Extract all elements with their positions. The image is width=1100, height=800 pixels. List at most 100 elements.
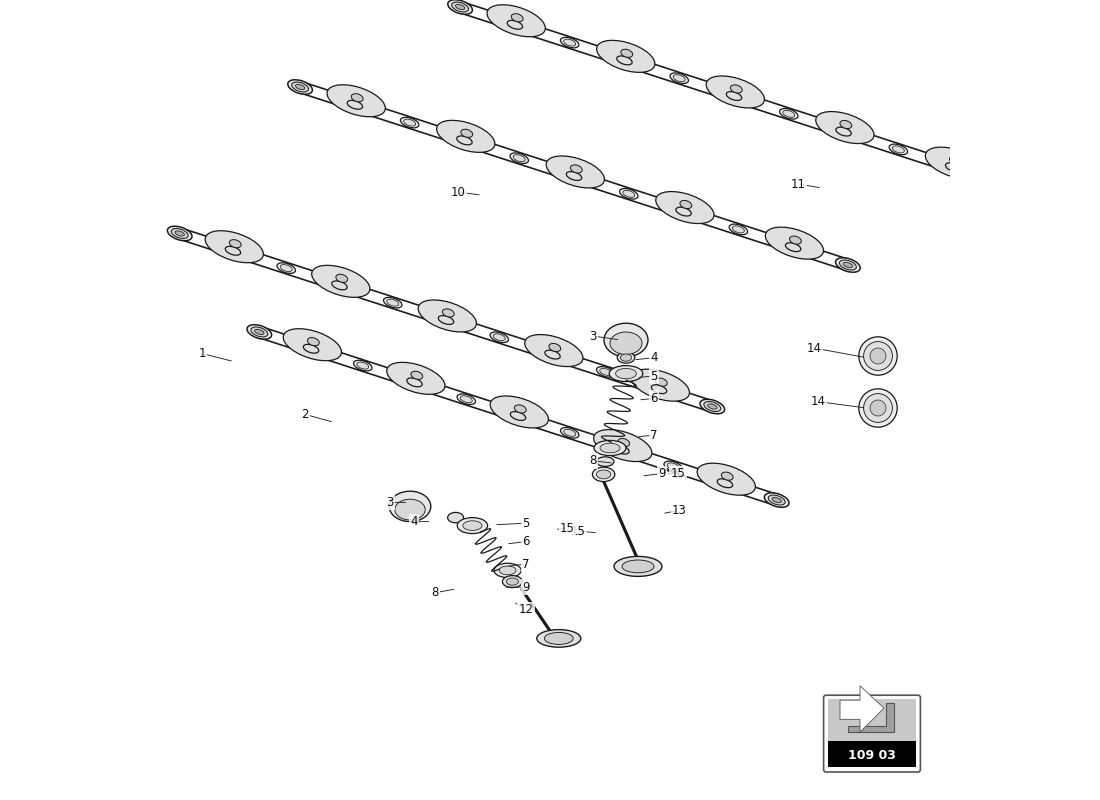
FancyBboxPatch shape: [824, 695, 921, 772]
Ellipse shape: [563, 430, 575, 436]
Text: 14: 14: [806, 342, 822, 354]
Ellipse shape: [945, 162, 960, 172]
Polygon shape: [706, 76, 764, 108]
Ellipse shape: [226, 246, 241, 255]
Ellipse shape: [510, 411, 526, 421]
Ellipse shape: [172, 229, 188, 238]
Text: 7: 7: [650, 429, 658, 442]
Ellipse shape: [503, 576, 522, 587]
Ellipse shape: [614, 446, 629, 454]
Ellipse shape: [549, 343, 561, 351]
Ellipse shape: [348, 100, 363, 110]
Ellipse shape: [892, 146, 904, 153]
Ellipse shape: [507, 20, 522, 30]
Ellipse shape: [167, 226, 192, 241]
Text: 2: 2: [301, 408, 309, 421]
Ellipse shape: [493, 334, 505, 341]
Ellipse shape: [442, 309, 454, 317]
Ellipse shape: [571, 165, 582, 173]
Text: 1: 1: [198, 347, 206, 360]
Ellipse shape: [616, 368, 637, 378]
Ellipse shape: [389, 491, 431, 522]
Bar: [828, 742, 915, 767]
Ellipse shape: [461, 130, 473, 138]
Ellipse shape: [384, 298, 402, 308]
Ellipse shape: [404, 119, 416, 126]
Ellipse shape: [332, 281, 348, 290]
Ellipse shape: [351, 94, 363, 102]
Ellipse shape: [506, 578, 518, 586]
Ellipse shape: [889, 144, 908, 154]
Ellipse shape: [400, 118, 419, 128]
Ellipse shape: [664, 461, 682, 472]
Ellipse shape: [768, 495, 785, 505]
Ellipse shape: [864, 394, 892, 422]
Ellipse shape: [704, 402, 720, 411]
Text: 15: 15: [671, 467, 685, 480]
Ellipse shape: [726, 91, 741, 101]
Ellipse shape: [460, 396, 472, 402]
Ellipse shape: [593, 467, 615, 482]
Ellipse shape: [620, 354, 631, 362]
Text: 13: 13: [672, 504, 688, 517]
Ellipse shape: [537, 630, 581, 647]
Text: 109 03: 109 03: [848, 750, 895, 762]
Ellipse shape: [255, 330, 264, 334]
Ellipse shape: [448, 513, 463, 523]
Text: 8: 8: [431, 586, 439, 599]
Ellipse shape: [514, 154, 525, 162]
Ellipse shape: [668, 463, 679, 470]
Ellipse shape: [499, 566, 516, 574]
Ellipse shape: [292, 82, 309, 92]
Ellipse shape: [356, 362, 369, 369]
Text: 4: 4: [650, 351, 658, 364]
Ellipse shape: [248, 325, 272, 339]
Polygon shape: [525, 334, 583, 366]
Ellipse shape: [438, 315, 453, 325]
Text: 9: 9: [658, 467, 666, 480]
Ellipse shape: [675, 207, 691, 216]
Ellipse shape: [251, 327, 267, 337]
Polygon shape: [631, 369, 690, 401]
Ellipse shape: [618, 438, 629, 446]
Ellipse shape: [717, 479, 733, 488]
Polygon shape: [697, 463, 756, 495]
Text: 11: 11: [791, 178, 805, 190]
Ellipse shape: [840, 121, 851, 129]
Ellipse shape: [544, 632, 573, 645]
Ellipse shape: [656, 378, 668, 386]
Polygon shape: [283, 329, 341, 361]
Ellipse shape: [280, 265, 293, 271]
Ellipse shape: [387, 299, 399, 306]
Ellipse shape: [494, 563, 521, 578]
Ellipse shape: [594, 440, 626, 456]
Ellipse shape: [560, 38, 579, 48]
Ellipse shape: [609, 366, 642, 382]
Text: 8: 8: [590, 454, 597, 467]
Text: 15: 15: [560, 522, 575, 534]
Polygon shape: [596, 40, 654, 72]
Text: 14: 14: [811, 395, 825, 408]
Text: 3: 3: [590, 330, 597, 342]
Ellipse shape: [277, 262, 296, 274]
Ellipse shape: [614, 557, 662, 576]
Ellipse shape: [836, 127, 851, 136]
Ellipse shape: [510, 153, 528, 163]
Polygon shape: [594, 430, 652, 462]
Ellipse shape: [764, 493, 789, 507]
Ellipse shape: [670, 73, 689, 83]
Ellipse shape: [304, 344, 319, 353]
Ellipse shape: [395, 499, 426, 520]
Text: 3: 3: [386, 496, 394, 509]
Ellipse shape: [870, 348, 886, 364]
Ellipse shape: [456, 136, 472, 145]
Ellipse shape: [411, 371, 422, 379]
Ellipse shape: [452, 2, 469, 12]
Ellipse shape: [844, 262, 852, 267]
Text: 5: 5: [650, 370, 658, 382]
Polygon shape: [656, 191, 714, 223]
Ellipse shape: [566, 171, 582, 181]
Text: 6: 6: [650, 392, 658, 405]
Ellipse shape: [680, 201, 692, 209]
Polygon shape: [840, 686, 884, 732]
